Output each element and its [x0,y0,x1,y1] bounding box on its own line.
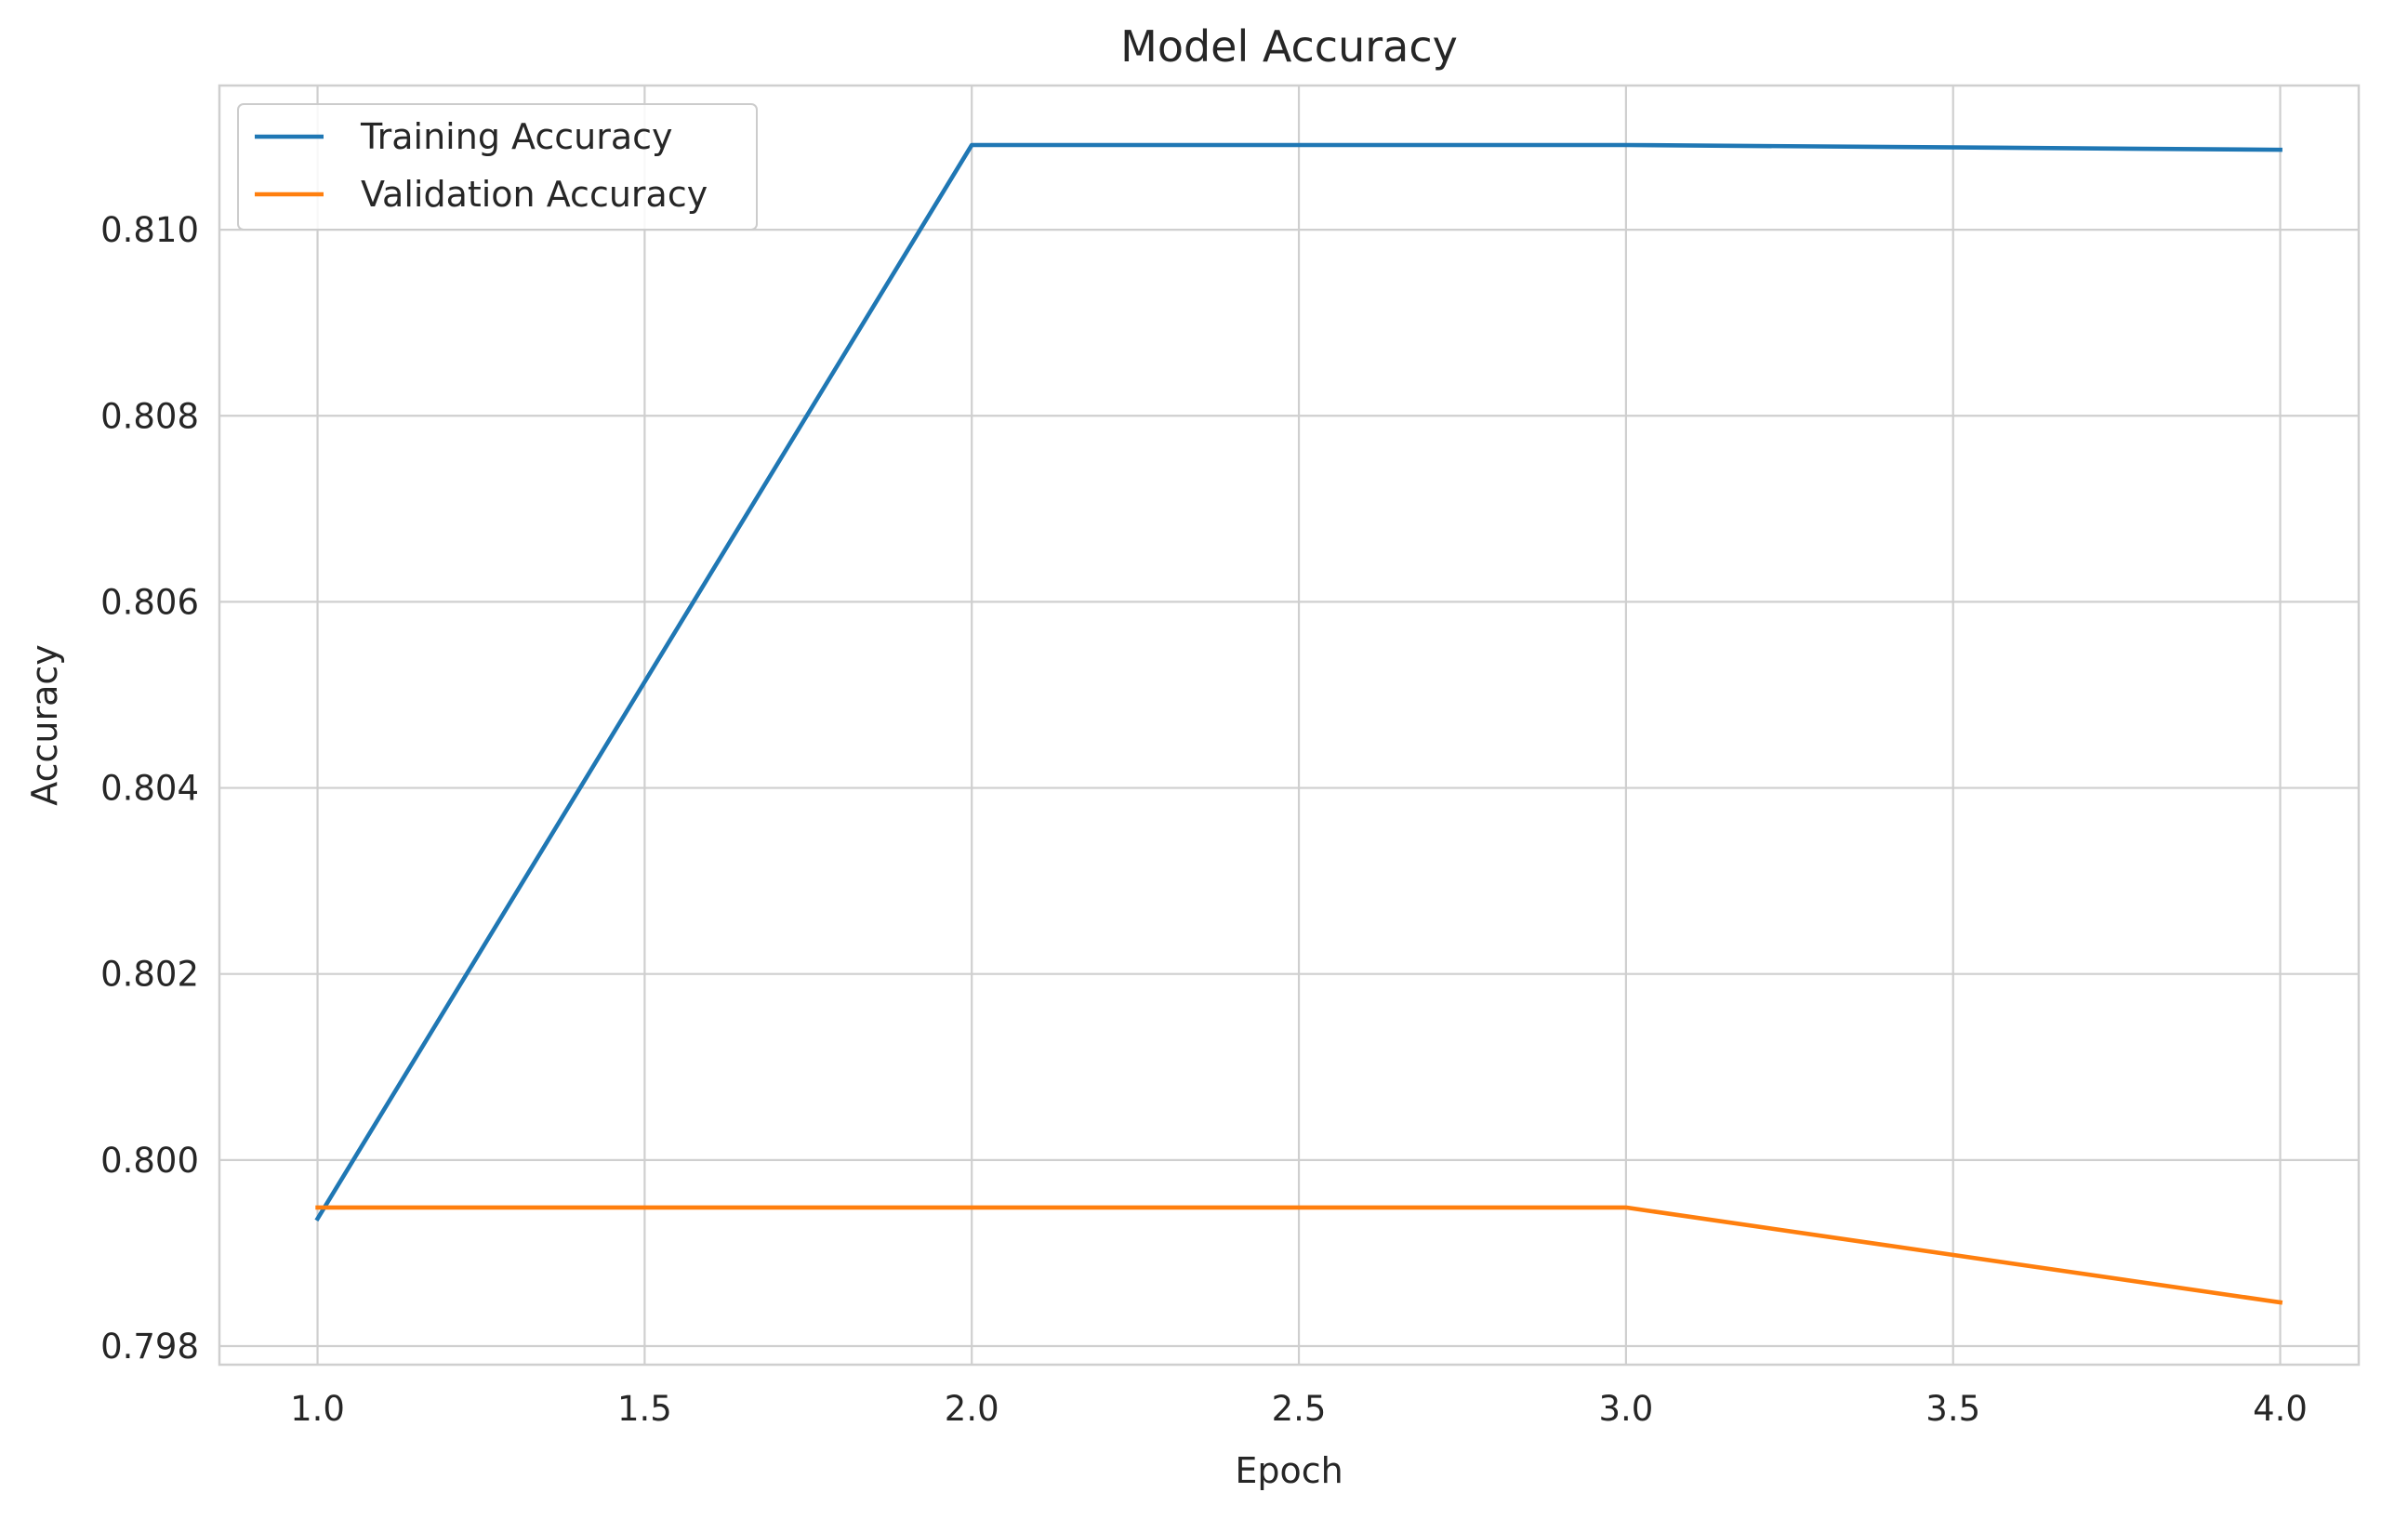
legend: Training Accuracy Validation Accuracy [237,103,758,231]
grid [219,86,2359,1365]
x-tick-labels: 1.0 1.5 2.0 2.5 3.0 3.5 4.0 [290,1389,2308,1429]
series-line-training [314,142,2282,1222]
y-tick-label: 0.808 [100,396,199,436]
x-tick-label: 3.5 [1925,1389,1980,1429]
y-tick-label: 0.798 [100,1327,199,1367]
x-tick-label: 2.0 [945,1389,999,1429]
axes-frame [218,84,2361,1367]
y-axis-label: Accuracy [24,644,65,806]
legend-box [237,103,758,231]
series-line-validation [315,1205,2283,1305]
y-tick-label: 0.810 [100,210,199,250]
y-tick-label: 0.804 [100,769,199,809]
x-tick-label: 4.0 [2253,1389,2308,1429]
x-tick-label: 2.5 [1272,1389,1327,1429]
y-tick-label: 0.806 [100,582,199,622]
y-tick-label: 0.802 [100,955,199,995]
x-axis-label: Epoch [1235,1450,1343,1491]
legend-label: Training Accuracy [360,116,673,157]
y-tick-labels: 0.798 0.800 0.802 0.804 0.806 0.808 0.810 [100,210,199,1367]
legend-label: Validation Accuracy [361,174,708,215]
chart-title: Model Accuracy [1120,21,1458,72]
series-lines [314,142,2283,1305]
x-tick-label: 1.0 [290,1389,345,1429]
x-tick-label: 1.5 [617,1389,672,1429]
y-tick-label: 0.800 [100,1141,199,1181]
x-tick-label: 3.0 [1598,1389,1653,1429]
